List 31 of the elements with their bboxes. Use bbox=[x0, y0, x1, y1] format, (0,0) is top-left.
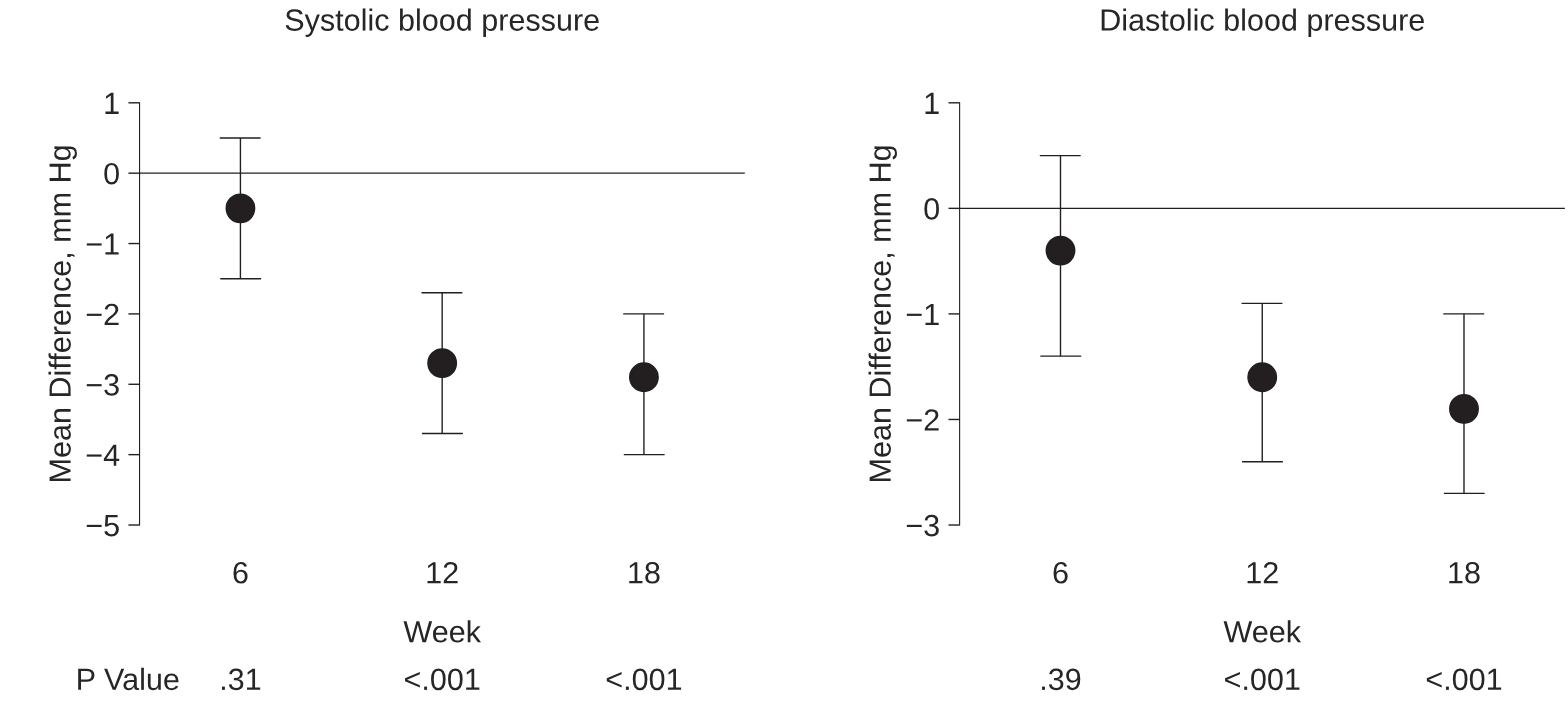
text: <.001 bbox=[1225, 668, 1300, 691]
y-tick-label: 0 bbox=[924, 198, 939, 220]
y-tick-label: −2 bbox=[906, 409, 939, 431]
x-axis-title: Week bbox=[1223, 620, 1302, 643]
x-tick-label: 6 bbox=[1053, 561, 1068, 584]
y-tick-label: 1 bbox=[925, 92, 939, 114]
y-axis-title: Mean Difference, mm Hg bbox=[868, 146, 897, 481]
text: P Value bbox=[78, 667, 179, 691]
x-tick-label: 18 bbox=[1449, 561, 1480, 584]
y-tick-label: −4 bbox=[86, 444, 120, 466]
text: .39 bbox=[1042, 668, 1081, 691]
x-tick-label: 18 bbox=[629, 561, 660, 584]
y-tick-label: 1 bbox=[105, 92, 119, 114]
text: <.001 bbox=[1426, 668, 1502, 691]
y-axis-title: Mean Difference, mm Hg bbox=[48, 146, 77, 481]
y-tick-label: −1 bbox=[906, 303, 939, 325]
y-tick-label: −1 bbox=[86, 233, 119, 255]
x-tick-label: 12 bbox=[427, 561, 458, 584]
text: <.001 bbox=[606, 668, 682, 691]
text: <.001 bbox=[405, 668, 480, 691]
x-tick-label: 12 bbox=[1247, 561, 1278, 584]
chart-title: Diastolic blood pressure bbox=[1101, 8, 1424, 37]
y-tick-label: −3 bbox=[906, 514, 939, 537]
chart-title: Systolic blood pressure bbox=[285, 8, 599, 37]
x-axis-title: Week bbox=[403, 620, 481, 643]
y-tick-label: −2 bbox=[86, 303, 119, 325]
text: .31 bbox=[221, 668, 261, 691]
x-tick-label: 6 bbox=[233, 561, 248, 584]
y-tick-label: 0 bbox=[104, 162, 119, 185]
y-tick-label: −3 bbox=[86, 374, 119, 396]
y-tick-label: −5 bbox=[86, 515, 119, 537]
